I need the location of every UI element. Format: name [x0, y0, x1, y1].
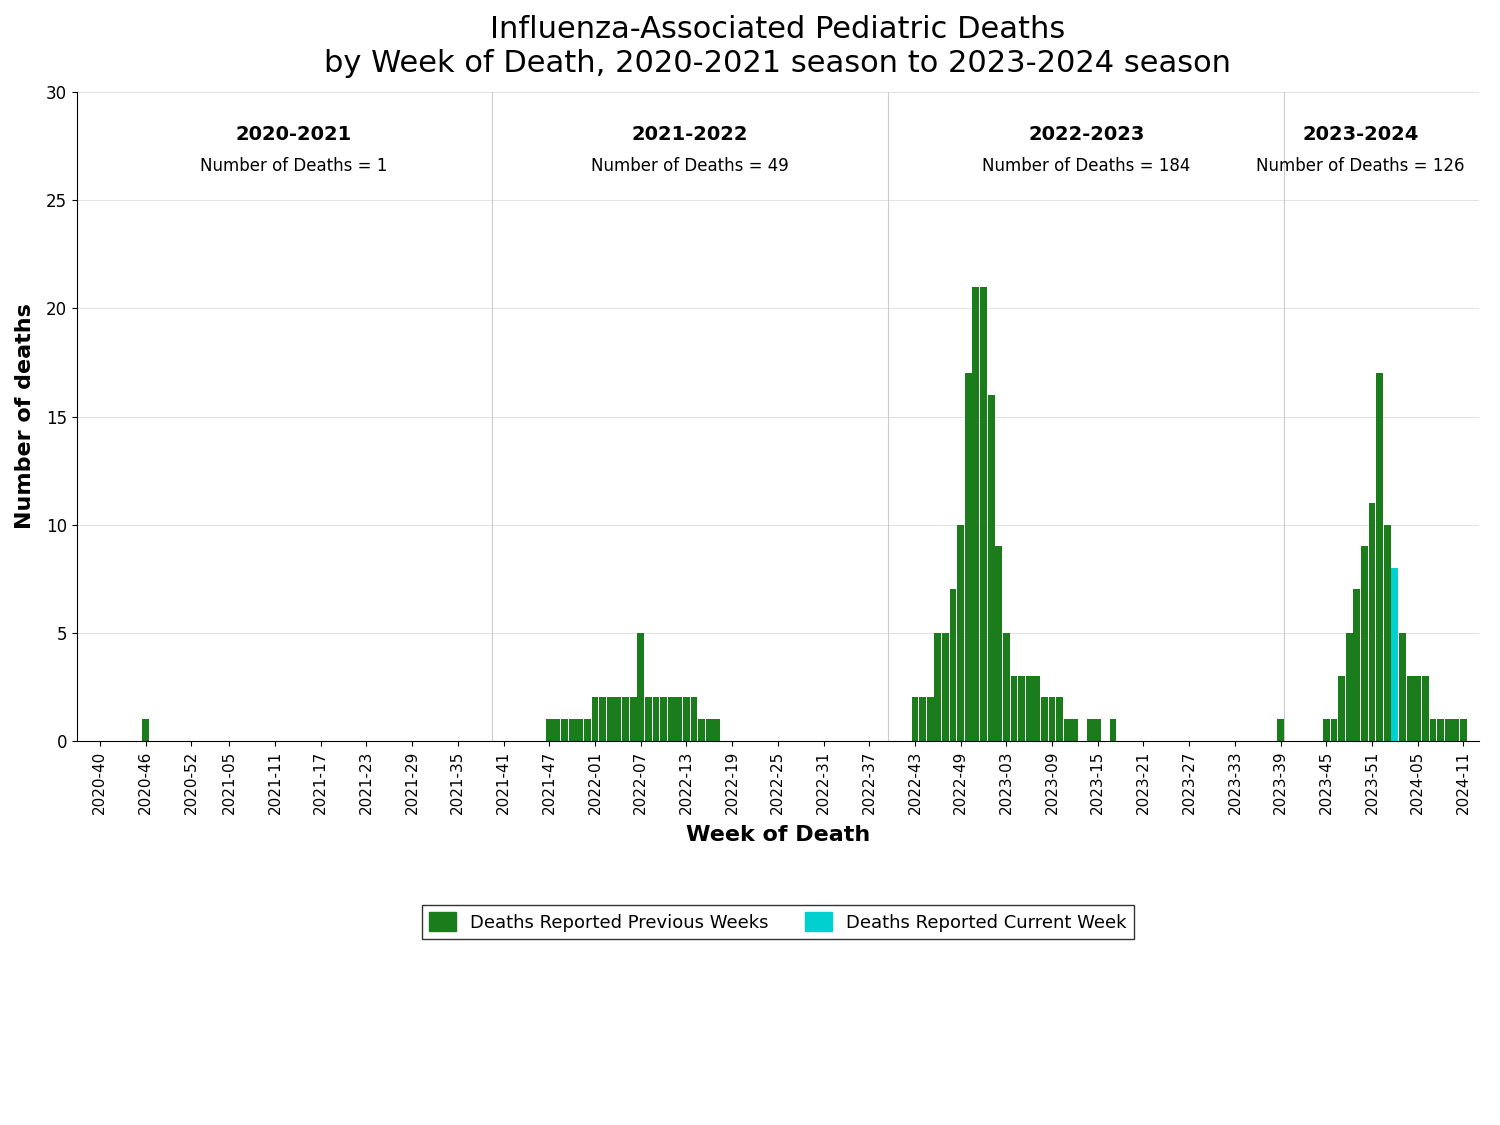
Bar — [546, 719, 552, 740]
Bar — [1392, 568, 1398, 740]
Text: Number of Deaths = 49: Number of Deaths = 49 — [591, 158, 789, 176]
Bar — [706, 719, 712, 740]
Bar — [622, 698, 628, 740]
Bar — [1276, 719, 1284, 740]
Bar — [630, 698, 636, 740]
Bar — [690, 698, 698, 740]
Bar — [957, 524, 964, 740]
Bar — [1422, 676, 1430, 740]
Bar — [972, 287, 980, 740]
Bar — [1071, 719, 1078, 740]
Bar — [1407, 676, 1413, 740]
Bar — [1095, 719, 1101, 740]
Bar — [942, 632, 950, 740]
Bar — [1360, 546, 1368, 740]
Bar — [1330, 719, 1338, 740]
Bar — [554, 719, 561, 740]
Bar — [698, 719, 705, 740]
Bar — [668, 698, 675, 740]
Bar — [142, 719, 148, 740]
Bar — [608, 698, 613, 740]
Bar — [1338, 676, 1346, 740]
Text: Number of Deaths = 1: Number of Deaths = 1 — [201, 158, 388, 176]
Text: 2020-2021: 2020-2021 — [236, 125, 352, 144]
Bar — [1392, 568, 1398, 740]
Bar — [615, 698, 621, 740]
Bar — [1048, 698, 1056, 740]
Bar — [576, 719, 584, 740]
Bar — [1414, 676, 1420, 740]
Bar — [987, 395, 994, 740]
Bar — [714, 719, 720, 740]
Bar — [1368, 503, 1376, 740]
Bar — [1400, 632, 1406, 740]
Bar — [1430, 719, 1437, 740]
Title: Influenza-Associated Pediatric Deaths
by Week of Death, 2020-2021 season to 2023: Influenza-Associated Pediatric Deaths by… — [324, 15, 1232, 78]
Bar — [591, 698, 598, 740]
Bar — [1460, 719, 1467, 740]
Bar — [1444, 719, 1452, 740]
Bar — [1110, 719, 1116, 740]
Bar — [1011, 676, 1017, 740]
Bar — [996, 546, 1002, 740]
Bar — [1346, 632, 1353, 740]
Bar — [980, 287, 987, 740]
Bar — [598, 698, 606, 740]
Bar — [660, 698, 668, 740]
Bar — [1353, 590, 1360, 740]
Bar — [1019, 676, 1025, 740]
X-axis label: Week of Death: Week of Death — [686, 825, 870, 845]
Bar — [1041, 698, 1048, 740]
Text: Number of Deaths = 184: Number of Deaths = 184 — [982, 158, 1191, 176]
Bar — [964, 374, 972, 740]
Bar — [1452, 719, 1460, 740]
Bar — [912, 698, 918, 740]
Text: 2022-2023: 2022-2023 — [1028, 125, 1144, 144]
Bar — [1026, 676, 1032, 740]
Bar — [1376, 374, 1383, 740]
Bar — [675, 698, 682, 740]
Bar — [927, 698, 933, 740]
Bar — [1056, 698, 1064, 740]
Bar — [1384, 524, 1390, 740]
Bar — [652, 698, 660, 740]
Bar — [682, 698, 690, 740]
Text: Number of Deaths = 126: Number of Deaths = 126 — [1257, 158, 1466, 176]
Legend: Deaths Reported Previous Weeks, Deaths Reported Current Week: Deaths Reported Previous Weeks, Deaths R… — [422, 906, 1134, 939]
Bar — [934, 632, 940, 740]
Bar — [584, 719, 591, 740]
Bar — [1086, 719, 1094, 740]
Bar — [645, 698, 651, 740]
Bar — [1064, 719, 1071, 740]
Bar — [1004, 632, 1010, 740]
Bar — [1323, 719, 1329, 740]
Y-axis label: Number of deaths: Number of deaths — [15, 304, 34, 530]
Bar — [561, 719, 568, 740]
Bar — [950, 590, 957, 740]
Text: 2023-2024: 2023-2024 — [1302, 125, 1419, 144]
Bar — [1437, 719, 1444, 740]
Bar — [568, 719, 576, 740]
Bar — [638, 632, 644, 740]
Bar — [1034, 676, 1041, 740]
Bar — [920, 698, 926, 740]
Text: 2021-2022: 2021-2022 — [632, 125, 748, 144]
